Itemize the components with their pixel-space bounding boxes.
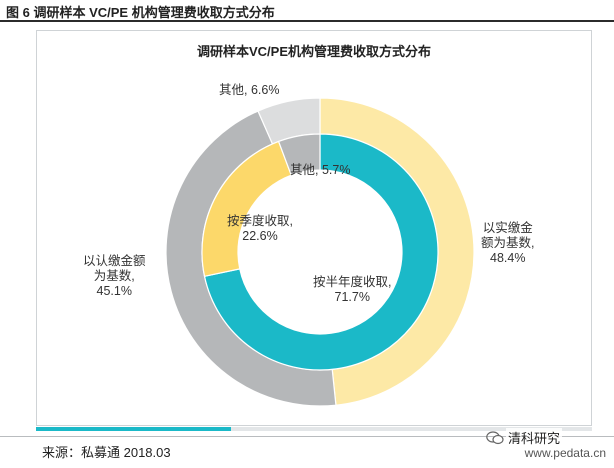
- wechat-icon: [486, 431, 504, 445]
- outer-label-paid-in-line2: 额为基数,: [481, 236, 535, 250]
- inner-label-semiannual-line1: 按半年度收取,: [313, 275, 392, 289]
- donut-chart: [165, 97, 475, 407]
- site-watermark: www.pedata.cn: [524, 446, 606, 460]
- inner-label-quarterly: 按季度收取, 22.6%: [227, 214, 293, 244]
- source-note: 来源：私募通 2018.03: [42, 445, 171, 460]
- inner-ring-slice-0: [203, 133, 439, 371]
- outer-label-paid-in-line1: 以实缴金: [482, 221, 533, 235]
- outer-label-other: 其他, 6.6%: [219, 83, 279, 98]
- chart-panel: 调研样本VC/PE机构管理费收取方式分布 以实缴金 额为基数, 48.4% 以认…: [36, 30, 592, 426]
- chart-title: 调研样本VC/PE机构管理费收取方式分布: [196, 44, 431, 59]
- outer-label-committed: 以认缴金额 为基数, 45.1%: [83, 254, 146, 299]
- outer-label-other-text: 其他, 6.6%: [219, 83, 280, 97]
- outer-label-committed-line2: 为基数,: [93, 269, 135, 283]
- inner-label-quarterly-value: 22.6%: [242, 229, 278, 243]
- inner-label-other: 其他, 5.7%: [290, 163, 350, 178]
- inner-label-other-text: 其他, 5.7%: [290, 163, 351, 177]
- outer-label-committed-value: 45.1%: [96, 284, 132, 298]
- title-rule: [0, 20, 614, 22]
- outer-label-paid-in: 以实缴金 额为基数, 48.4%: [481, 221, 534, 266]
- figure-title: 图 6 调研样本 VC/PE 机构管理费收取方式分布: [6, 5, 275, 20]
- scroll-progress-fill: [36, 427, 231, 431]
- inner-ring-slice-2: [277, 133, 321, 176]
- brand-watermark: 清科研究: [506, 428, 563, 447]
- inner-label-quarterly-line1: 按季度收取,: [227, 214, 293, 228]
- inner-label-semiannual-value: 71.7%: [334, 290, 370, 304]
- outer-label-committed-line1: 以认缴金额: [83, 254, 146, 268]
- inner-label-semiannual: 按半年度收取, 71.7%: [313, 275, 391, 305]
- scroll-progress-bar: [36, 427, 592, 431]
- outer-label-paid-in-value: 48.4%: [490, 251, 526, 265]
- footer-rule: [0, 436, 614, 437]
